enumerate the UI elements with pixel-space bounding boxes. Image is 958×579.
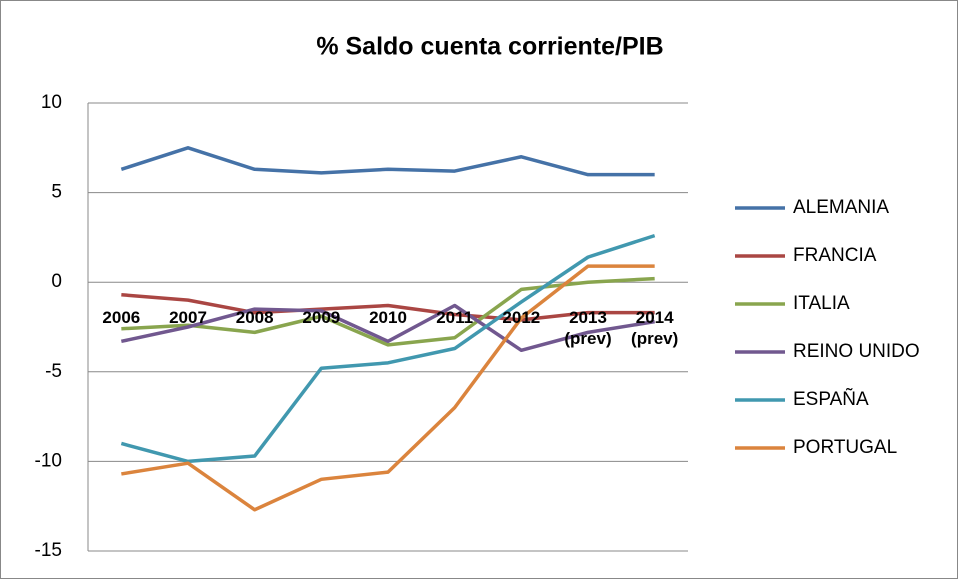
legend-label: ESPAÑA xyxy=(793,388,869,410)
legend-label: ALEMANIA xyxy=(793,197,889,218)
series-line xyxy=(121,264,655,512)
y-tick-label: -5 xyxy=(45,361,62,382)
legend-label: FRANCIA xyxy=(793,245,877,266)
legend-label: REINO UNIDO xyxy=(793,341,920,362)
x-tick-label: 2006 xyxy=(102,308,141,327)
chart-title: % Saldo cuenta corriente/PIB xyxy=(316,33,663,61)
x-tick-label: 2008 xyxy=(235,308,274,327)
series-line xyxy=(120,303,655,353)
legend-label: PORTUGAL xyxy=(793,437,897,458)
x-tick-label: 2012 xyxy=(502,308,541,327)
x-tick-label: 2011 xyxy=(436,308,474,327)
series-line xyxy=(121,292,655,322)
x-tick-label: 2013 (prev) xyxy=(564,308,612,348)
x-tick-label: 2010 xyxy=(369,308,407,327)
y-tick-label: 5 xyxy=(51,182,62,203)
y-tick-label: -10 xyxy=(35,450,62,471)
x-tick-label: 2014 (prev) xyxy=(631,308,679,348)
x-tick-label: 2007 xyxy=(169,308,207,327)
y-tick-label: 10 xyxy=(41,92,62,113)
x-tick-label: 2009 xyxy=(302,308,341,327)
y-tick-label: 0 xyxy=(51,271,62,292)
series-line xyxy=(120,233,656,464)
series-line xyxy=(120,146,655,177)
legend-label: ITALIA xyxy=(793,293,850,314)
y-tick-label: -15 xyxy=(35,540,62,561)
